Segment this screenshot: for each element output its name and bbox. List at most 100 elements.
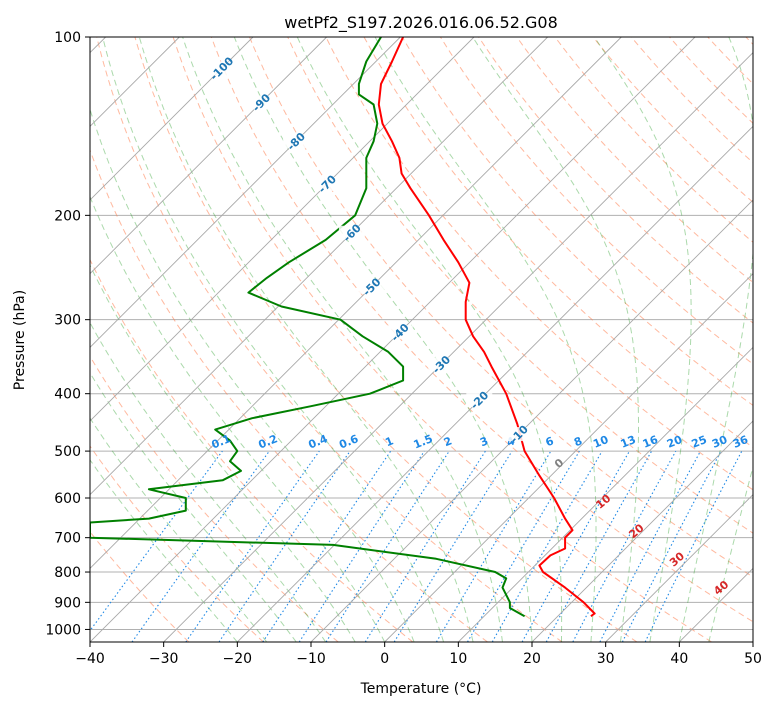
dry-adiabat-line (210, 37, 753, 623)
isotherm-label-bg (358, 279, 385, 294)
pressure-gridlines (90, 37, 753, 630)
moist-adiabat-line (90, 459, 238, 642)
mixing-ratio-label: 16 (641, 433, 660, 451)
mixing-ratio-label: 30 (710, 433, 729, 451)
y-tick-label: 300 (54, 313, 81, 329)
x-tick-label: 20 (523, 651, 541, 667)
isotherm-label-bg (428, 357, 455, 372)
isotherm-line (90, 37, 327, 275)
y-axis-title: Pressure (hPa) (12, 290, 28, 390)
mixing-ratio-line (298, 450, 425, 642)
y-axis: 100 200 300 400 500 600 700 800 900 1000 (45, 30, 90, 638)
dry-adiabat-line (287, 37, 753, 534)
dry-adiabat-line (363, 37, 753, 448)
y-tick-label: 200 (54, 208, 81, 224)
isotherm-label-bg (338, 225, 365, 240)
isotherm-label-bg (466, 393, 493, 408)
mixing-ratio-line (325, 450, 450, 642)
mixing-ratio-label: 10 (591, 433, 610, 451)
dry-adiabat-line (172, 37, 712, 642)
x-tick-label: 50 (744, 651, 762, 667)
dry-adiabat-line (90, 258, 414, 642)
moist-adiabat-line (708, 465, 753, 642)
isotherm-line (90, 37, 254, 201)
x-tick-label: 10 (449, 651, 467, 667)
isotherm-line (458, 346, 753, 642)
chart-title: wetPf2_S197.2026.016.06.52.G08 (284, 13, 558, 33)
mixing-ratio-label: 2 (442, 434, 454, 449)
isotherm-line (384, 273, 753, 642)
mixing-ratio-label: 8 (572, 434, 584, 449)
plot-frame (89, 36, 754, 643)
isotherm-line (310, 199, 753, 642)
moist-adiabat-line (472, 37, 639, 642)
y-tick-label: 800 (54, 565, 81, 581)
isotherm-label-bg (505, 427, 532, 442)
dry-adiabat-line (478, 37, 753, 324)
dry-adiabat-line (592, 37, 753, 204)
moist-adiabat-line (593, 37, 692, 642)
y-tick-label: 700 (54, 531, 81, 547)
y-tick-label: 400 (54, 387, 81, 403)
mixing-ratio-line (131, 450, 270, 642)
isotherm-label-bg (314, 176, 341, 191)
moist-adiabat-line (90, 107, 415, 642)
moist-adiabat-line (90, 195, 386, 642)
dry-adiabat-line (325, 37, 753, 491)
isotherms (90, 37, 753, 642)
x-tick-label: −20 (223, 651, 253, 667)
mixing-ratio-lines (90, 450, 743, 642)
isotherm-line (163, 52, 753, 642)
temperature-profile-line (377, 37, 596, 618)
mixing-ratio-line (545, 450, 653, 642)
moist-adiabat-line (138, 37, 474, 642)
sounding-series (90, 37, 596, 618)
moist-adiabat-line (374, 37, 597, 642)
dewpoint-profile-line (90, 37, 526, 618)
moist-adiabat-line (678, 37, 753, 642)
isotherm-line (605, 494, 753, 642)
dry-adiabat-line (134, 37, 638, 642)
mixing-ratio-label: 3 (478, 434, 490, 449)
mixing-ratio-line (572, 450, 677, 642)
moist-adiabat-line (233, 37, 533, 642)
x-tick-label: 0 (380, 651, 389, 667)
y-tick-label: 900 (54, 595, 81, 611)
x-tick-label: 40 (670, 651, 688, 667)
mixing-ratio-line (185, 450, 320, 642)
mixing-ratio-line (262, 450, 392, 642)
isotherm-label-bg (208, 61, 235, 76)
moist-adiabat-line (102, 37, 445, 642)
dry-adiabat-line (90, 445, 264, 642)
isotherm-line (90, 37, 622, 569)
dry-adiabat-line (516, 37, 753, 284)
isotherm-line (90, 37, 475, 422)
isotherm-line (90, 37, 548, 496)
x-axis-title: Temperature (°C) (360, 681, 482, 697)
mixing-ratio-label: 1 (383, 434, 395, 449)
mixing-ratio-line (90, 450, 223, 632)
isotherm-line (531, 420, 753, 642)
moist-adiabat-line (182, 37, 503, 642)
moist-adiabats (90, 37, 753, 642)
mixing-ratio-label: 13 (619, 433, 638, 451)
mixing-ratio-line (644, 450, 743, 642)
y-tick-label: 600 (54, 491, 81, 507)
y-tick-label: 1000 (45, 622, 81, 638)
mixing-ratio-label: 25 (690, 433, 709, 451)
dry-adiabat-line (401, 37, 753, 406)
x-tick-label: −40 (75, 651, 105, 667)
isotherm-line (237, 125, 753, 642)
isotherm-label-bg (283, 134, 310, 149)
moist-adiabat-line (90, 264, 356, 642)
isotherm-label-bg (386, 325, 413, 340)
x-tick-label: −30 (149, 651, 179, 667)
mixing-ratio-label: 20 (665, 433, 684, 451)
dry-adiabat-line (630, 37, 753, 164)
x-tick-label: −10 (296, 651, 326, 667)
mixing-ratio-line (521, 450, 630, 642)
x-tick-label: 30 (597, 651, 615, 667)
isotherm-label-bg (248, 95, 275, 110)
